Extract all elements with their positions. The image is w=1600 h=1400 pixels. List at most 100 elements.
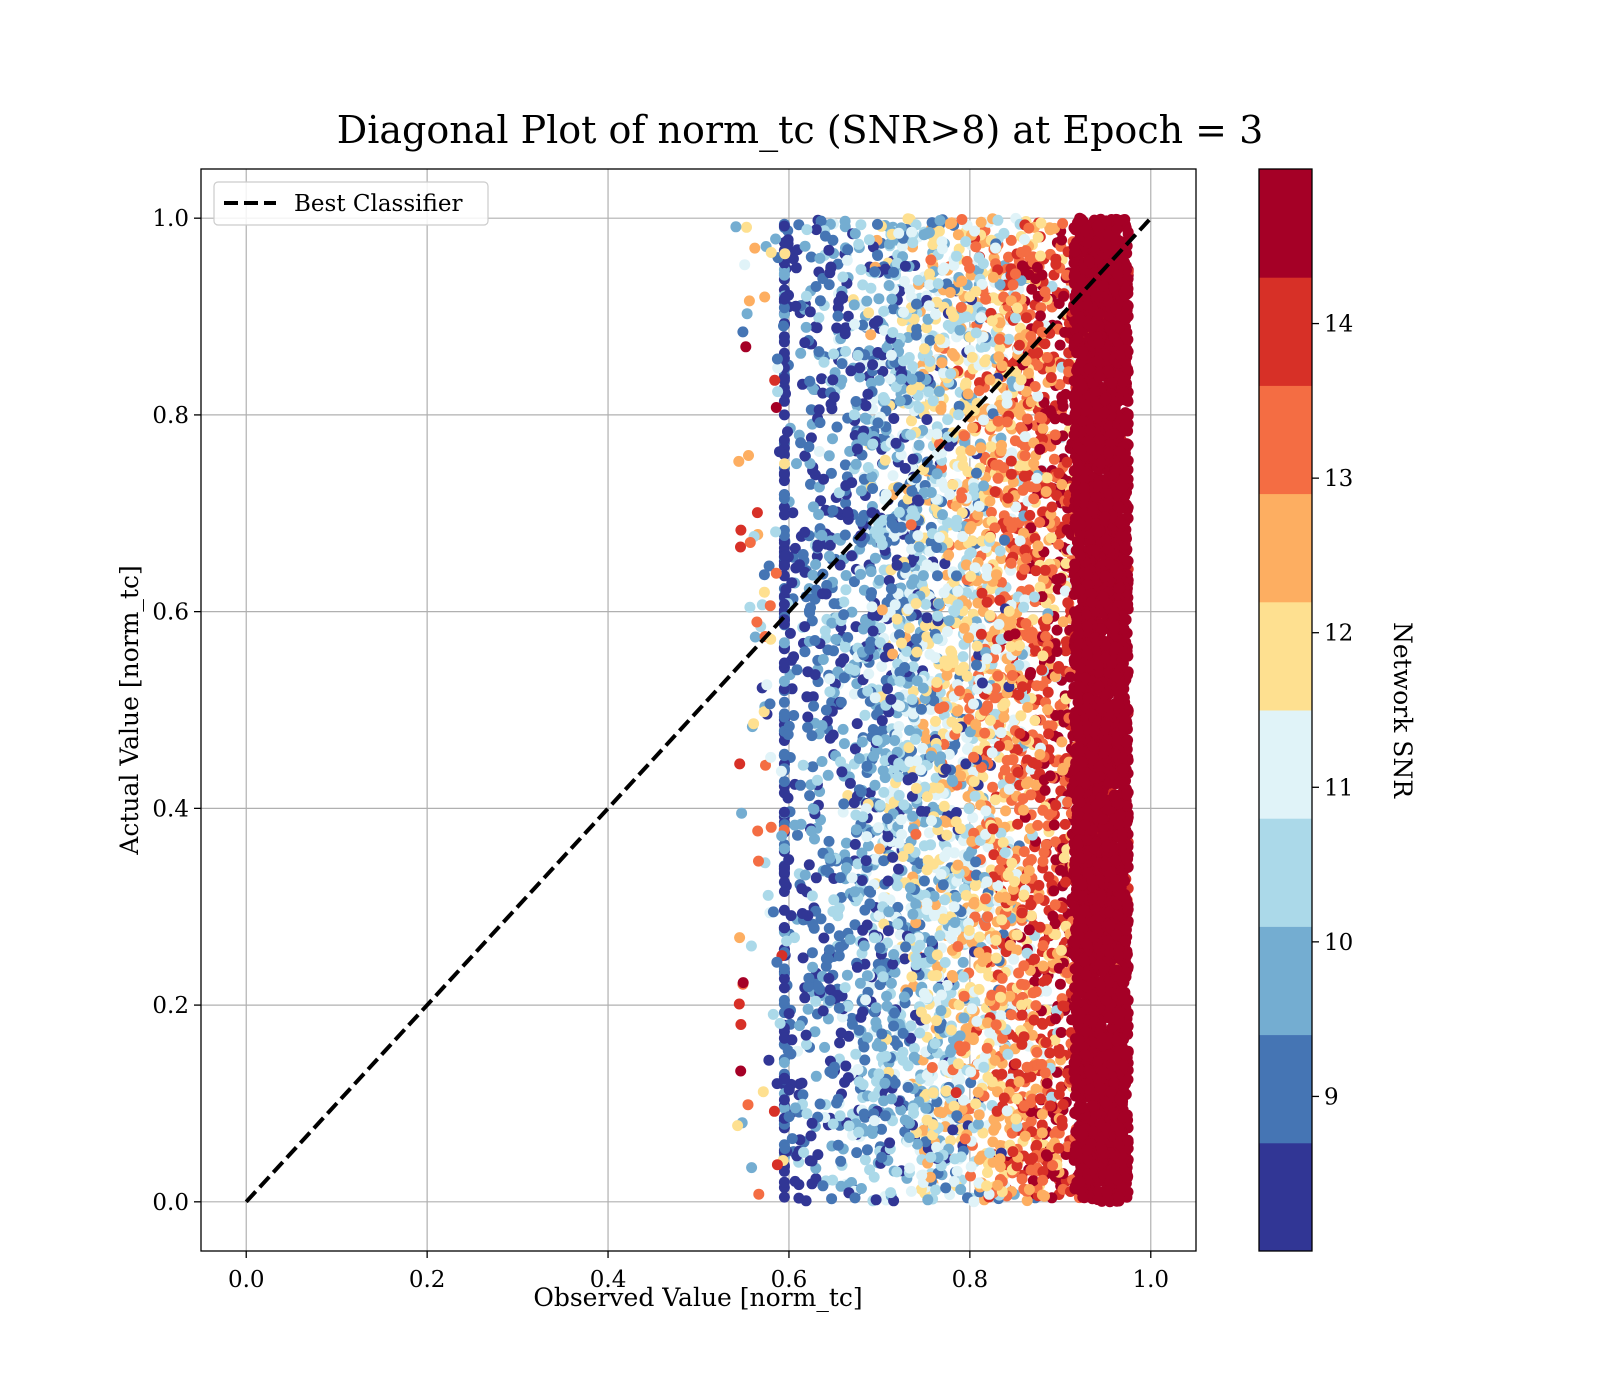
scatter-point bbox=[978, 414, 989, 426]
scatter-point bbox=[1029, 715, 1041, 726]
scatter-point bbox=[1020, 552, 1032, 564]
scatter-point bbox=[954, 1040, 966, 1052]
scatter-point bbox=[894, 700, 906, 712]
scatter-point bbox=[907, 361, 919, 372]
scatter-point bbox=[874, 942, 886, 954]
scatter-point bbox=[921, 414, 933, 425]
scatter-point bbox=[833, 1002, 845, 1014]
scatter-point bbox=[824, 995, 836, 1006]
scatter-point bbox=[840, 1060, 852, 1072]
scatter-point bbox=[869, 779, 881, 791]
scatter-point bbox=[778, 1176, 790, 1188]
scatter-point bbox=[850, 824, 862, 836]
scatter-point bbox=[1040, 486, 1052, 498]
scatter-point bbox=[889, 1077, 901, 1089]
scatter-point bbox=[1028, 1014, 1040, 1026]
scatter-point bbox=[938, 587, 950, 599]
scatter-point bbox=[1001, 397, 1013, 409]
scatter-point bbox=[810, 995, 822, 1007]
scatter-point bbox=[1054, 978, 1066, 990]
scatter-point bbox=[1034, 581, 1046, 593]
scatter-point bbox=[913, 541, 925, 553]
scatter-point bbox=[823, 550, 835, 562]
scatter-point bbox=[918, 840, 930, 852]
scatter-point bbox=[791, 458, 802, 470]
scatter-point bbox=[801, 1039, 812, 1050]
scatter-point bbox=[960, 889, 972, 901]
scatter-point bbox=[778, 843, 790, 855]
scatter-point bbox=[963, 803, 975, 815]
scatter-point bbox=[939, 957, 951, 968]
scatter-point bbox=[948, 901, 960, 913]
scatter-point bbox=[789, 542, 801, 554]
scatter-point bbox=[881, 990, 893, 1002]
scatter-point bbox=[838, 738, 850, 750]
scatter-point bbox=[968, 1196, 980, 1208]
scatter-point bbox=[806, 947, 818, 959]
scatter-point bbox=[778, 806, 790, 818]
scatter-point bbox=[958, 430, 970, 442]
scatter-point bbox=[810, 872, 822, 884]
scatter-point bbox=[790, 300, 802, 312]
scatter-point bbox=[1040, 1037, 1052, 1048]
scatter-point bbox=[989, 486, 1001, 498]
scatter-point bbox=[1050, 1013, 1061, 1025]
scatter-point bbox=[849, 1192, 861, 1204]
scatter-point bbox=[874, 799, 886, 811]
scatter-point bbox=[1028, 493, 1040, 505]
scatter-point bbox=[869, 266, 881, 278]
scatter-point bbox=[867, 483, 879, 494]
scatter-point bbox=[868, 932, 880, 944]
scatter-point bbox=[807, 501, 819, 513]
scatter-point bbox=[853, 1076, 865, 1088]
scatter-point bbox=[1036, 664, 1048, 676]
scatter-point bbox=[817, 1005, 829, 1017]
scatter-point bbox=[1018, 960, 1030, 972]
scatter-point bbox=[982, 911, 994, 923]
scatter-point bbox=[799, 526, 811, 538]
scatter-point bbox=[812, 980, 824, 992]
scatter-point bbox=[1032, 540, 1044, 552]
scatter-point bbox=[981, 1042, 993, 1054]
scatter-point bbox=[918, 875, 930, 887]
scatter-point bbox=[868, 750, 880, 762]
scatter-point bbox=[1018, 1100, 1030, 1112]
scatter-point bbox=[896, 637, 907, 649]
scatter-point bbox=[992, 214, 1004, 226]
scatter-point bbox=[1002, 492, 1014, 504]
scatter-point bbox=[950, 1087, 962, 1099]
scatter-point bbox=[808, 700, 820, 712]
scatter-point bbox=[840, 862, 852, 874]
scatter-point bbox=[827, 1067, 839, 1079]
scatter-point bbox=[1010, 1058, 1022, 1070]
scatter-point bbox=[905, 1185, 917, 1197]
scatter-point bbox=[840, 497, 852, 509]
scatter-point bbox=[1025, 1164, 1037, 1176]
scatter-point bbox=[839, 215, 851, 227]
scatter-point bbox=[1054, 339, 1066, 351]
scatter-point bbox=[862, 1032, 873, 1044]
scatter-point bbox=[997, 837, 1009, 849]
scatter-point bbox=[969, 225, 981, 237]
scatter-point bbox=[831, 322, 843, 334]
scatter-point bbox=[782, 426, 793, 438]
scatter-point bbox=[970, 856, 982, 868]
scatter-point bbox=[887, 327, 899, 338]
scatter-point bbox=[1055, 1027, 1067, 1038]
scatter-point bbox=[959, 1133, 971, 1145]
scatter-point bbox=[805, 478, 816, 490]
scatter-point bbox=[958, 622, 970, 634]
scatter-point bbox=[803, 441, 815, 453]
scatter-point bbox=[899, 953, 911, 965]
scatter-point bbox=[932, 610, 944, 622]
scatter-point bbox=[957, 956, 969, 968]
scatter-point bbox=[977, 771, 989, 783]
scatter-point bbox=[799, 337, 811, 349]
scatter-point bbox=[823, 922, 835, 934]
scatter-point bbox=[963, 925, 975, 936]
scatter-point bbox=[922, 1194, 934, 1206]
scatter-point bbox=[810, 559, 822, 570]
scatter-point bbox=[1010, 1113, 1022, 1125]
scatter-point bbox=[778, 372, 790, 384]
scatter-point bbox=[946, 716, 958, 728]
